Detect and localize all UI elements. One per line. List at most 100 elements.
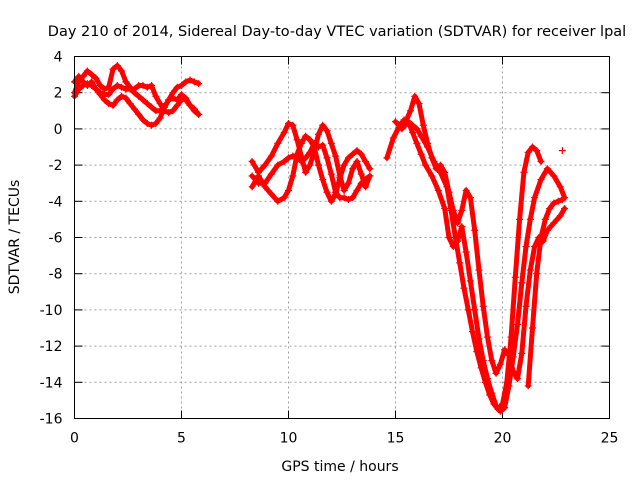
data-point xyxy=(528,143,536,151)
y-tick-label: -6 xyxy=(49,231,63,247)
data-point xyxy=(96,91,104,99)
chart-title: Day 210 of 2014, Sidereal Day-to-day VTE… xyxy=(48,24,626,40)
data-point xyxy=(533,147,541,155)
data-point xyxy=(319,121,327,129)
data-point xyxy=(293,136,301,144)
data-point xyxy=(169,107,177,115)
data-point xyxy=(441,168,449,176)
x-tick-label: 25 xyxy=(601,431,619,447)
data-point xyxy=(501,404,509,412)
data-point xyxy=(280,157,288,165)
data-point xyxy=(169,94,177,102)
data-point xyxy=(353,157,361,165)
data-point xyxy=(105,91,113,99)
data-point xyxy=(182,78,190,86)
data-point xyxy=(413,139,421,147)
data-point xyxy=(466,277,474,285)
data-point xyxy=(310,143,318,151)
data-point xyxy=(261,161,269,169)
data-point xyxy=(289,121,297,129)
data-point xyxy=(357,150,365,158)
data-point xyxy=(479,357,487,365)
data-point xyxy=(531,243,539,251)
data-point xyxy=(501,346,509,354)
data-point xyxy=(79,81,87,89)
data-point xyxy=(156,114,164,122)
y-axis-label: SDTVAR / TECUs xyxy=(7,180,23,295)
y-tick-label: 0 xyxy=(54,122,63,138)
data-point xyxy=(550,172,558,180)
series-line xyxy=(393,119,568,414)
x-tick-labels: 0 5 10 15 20 25 xyxy=(70,431,618,447)
data-point xyxy=(556,183,564,191)
data-point xyxy=(561,205,569,213)
series-line xyxy=(525,197,565,389)
data-point xyxy=(319,176,327,184)
data-point xyxy=(466,194,474,202)
data-point xyxy=(105,83,113,91)
data-point xyxy=(445,188,453,196)
data-point xyxy=(520,168,528,176)
series-6 xyxy=(248,132,374,205)
data-point xyxy=(314,161,322,169)
data-point xyxy=(484,375,492,383)
data-point xyxy=(524,148,532,156)
data-point xyxy=(113,62,121,70)
data-point xyxy=(362,157,370,165)
data-point xyxy=(471,306,479,314)
data-point xyxy=(419,121,427,129)
data-point xyxy=(293,150,301,158)
data-point xyxy=(441,205,449,213)
x-tick-label: 5 xyxy=(177,431,186,447)
data-point xyxy=(398,125,406,133)
data-point xyxy=(558,195,566,203)
data-point xyxy=(319,141,327,149)
data-point xyxy=(118,67,126,75)
data-point xyxy=(173,83,181,91)
y-tick-label: -4 xyxy=(49,194,63,210)
data-point xyxy=(475,335,483,343)
data-point xyxy=(366,165,374,173)
y-tick-label: 2 xyxy=(54,86,63,102)
data-point xyxy=(143,83,151,91)
data-point xyxy=(139,96,147,104)
data-point xyxy=(195,80,203,88)
data-point xyxy=(109,85,117,93)
data-point xyxy=(139,116,147,124)
data-point xyxy=(445,234,453,241)
data-point xyxy=(362,176,370,184)
data-point xyxy=(323,188,331,196)
series-8 xyxy=(392,118,569,415)
data-point xyxy=(143,100,151,108)
data-point xyxy=(353,186,361,194)
y-tick-label: -2 xyxy=(49,158,63,174)
data-point xyxy=(327,139,335,147)
data-point xyxy=(516,215,524,223)
data-point xyxy=(135,110,143,118)
data-point xyxy=(92,85,100,93)
data-point xyxy=(436,161,444,169)
data-point xyxy=(160,103,168,111)
data-point xyxy=(178,81,185,89)
data-point xyxy=(526,266,534,274)
y-tick-label: -10 xyxy=(40,303,63,319)
data-point xyxy=(528,324,536,332)
data-point xyxy=(148,103,156,111)
data-point xyxy=(186,101,194,109)
data-point xyxy=(152,92,160,100)
data-point xyxy=(406,107,414,115)
y-tick-label: -14 xyxy=(40,375,63,391)
data-point xyxy=(496,360,504,368)
data-point xyxy=(509,367,517,375)
data-point xyxy=(130,85,138,93)
data-point xyxy=(492,369,500,377)
data-point xyxy=(261,183,269,191)
data-point xyxy=(383,154,391,162)
data-point xyxy=(349,150,357,158)
data-point xyxy=(118,83,126,91)
data-point xyxy=(143,119,151,127)
data-point xyxy=(409,129,417,137)
data-point xyxy=(314,130,322,138)
data-point xyxy=(479,302,487,310)
